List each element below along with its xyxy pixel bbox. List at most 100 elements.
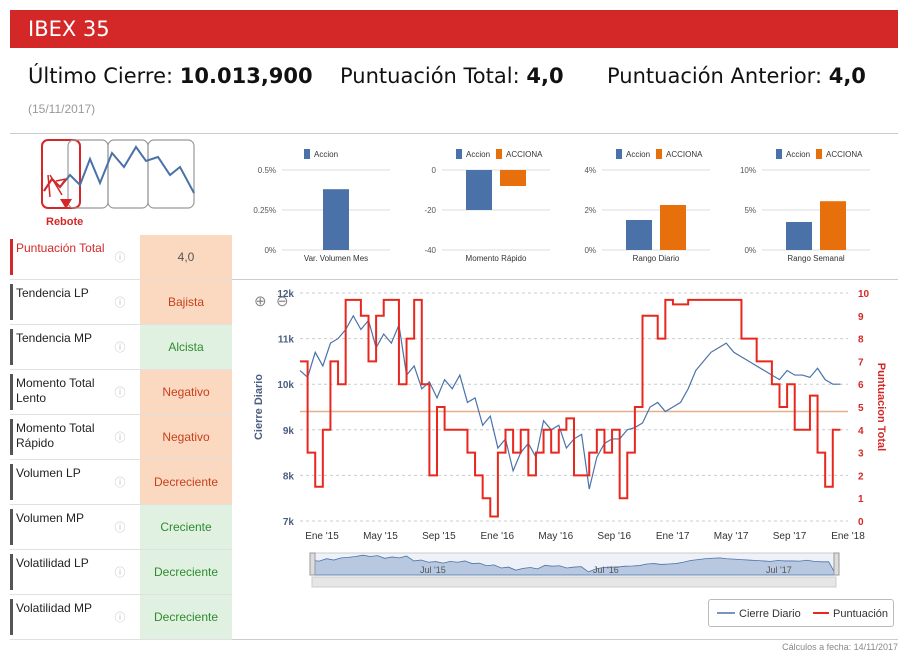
prev-score: Puntuación Anterior: 4,0 [607,64,866,88]
x-tick-label: Sep '16 [597,531,631,542]
last-close-label: Último Cierre: [28,64,174,88]
y-right-tick-label: 10 [858,289,870,300]
indicator-row: Volatilidad LP ⓘ Decreciente [10,550,232,595]
legend-entry: Accion [786,150,810,159]
indicator-marker [10,554,13,590]
indicator-value: Creciente [140,505,232,549]
y-tick-label: 0% [744,246,756,255]
total-score-label: Puntuación Total: [340,64,520,88]
info-icon[interactable]: ⓘ [114,387,126,399]
indicator-marker [10,284,13,320]
info-icon[interactable]: ⓘ [114,612,126,624]
legend-entry: Accion [314,150,338,159]
close-date: (15/11/2017) [28,102,96,116]
info-icon[interactable]: ⓘ [114,297,126,309]
legend-svg: Cierre Diario Puntuación [717,608,888,620]
chart-legend: Cierre Diario Puntuación [708,599,894,627]
navigator-series [311,554,837,576]
x-tick-label: May '17 [714,531,749,542]
x-tick-label: Ene '16 [481,531,515,542]
indicator-label: Momento Total Lento [16,376,95,405]
y-left-tick-label: 10k [277,380,294,391]
zoom-out-icon[interactable]: ⊖ [276,293,289,310]
bar [323,189,349,250]
bar [820,201,846,250]
series-line-puntuacion [300,298,841,518]
bar [500,170,526,186]
y-right-tick-label: 1 [858,494,864,505]
y-right-axis-title: Puntuacion Total [875,363,887,451]
y-right-tick-label: 9 [858,312,864,323]
indicator-marker [10,419,13,455]
info-icon[interactable]: ⓘ [114,477,126,489]
x-tick-label: Ene '15 [305,531,339,542]
indicator-value: Decreciente [140,550,232,594]
indicator-value: Negativo [140,370,232,414]
y-left-tick-label: 8k [283,471,295,482]
y-tick-label: 0.25% [253,206,276,215]
x-tick-label: Sep '17 [773,531,807,542]
indicator-marker [10,509,13,545]
category-label: Var. Volumen Mes [304,254,368,263]
indicator-row: Tendencia LP ⓘ Bajista [10,280,232,325]
navigator-tick-label: Jul '15 [420,565,446,575]
zoom-in-icon[interactable]: ⊕ [254,293,267,310]
legend-label-cierre[interactable]: Cierre Diario [739,608,801,620]
indicator-row: Tendencia MP ⓘ Alcista [10,325,232,370]
indicator-row: Volatilidad MP ⓘ Decreciente [10,595,232,640]
category-label: Rango Semanal [787,254,845,263]
indicator-label: Momento Total Rápido [16,421,95,450]
y-left-tick-label: 11k [278,335,295,346]
y-tick-label: 0% [584,246,596,255]
divider [232,279,898,280]
prev-score-label: Puntuación Anterior: [607,64,823,88]
legend-swatch [816,149,822,159]
info-icon[interactable]: ⓘ [114,567,126,579]
bar [660,205,686,250]
y-right-tick-label: 5 [858,403,864,414]
indicator-label: Volatilidad MP [16,601,93,615]
indicator-label: Volumen LP [16,466,81,480]
indicator-label: Puntuación Total [16,241,105,255]
indicator-marker [10,374,13,410]
info-icon[interactable]: ⓘ [114,522,126,534]
x-tick-label: Ene '18 [831,531,865,542]
indicator-value: Negativo [140,415,232,459]
info-icon[interactable]: ⓘ [114,432,126,444]
indicator-row: Puntuación Total ⓘ 4,0 [10,235,232,280]
y-tick-label: -40 [424,246,436,255]
divider [10,639,898,640]
indicator-row: Momento Total Lento ⓘ Negativo [10,370,232,415]
indicator-label: Tendencia MP [16,331,93,345]
legend-swatch [656,149,662,159]
bar-chart-2: Accion ACCIONA 0 -20 -40 Momento Rápido [424,149,550,263]
info-icon[interactable]: ⓘ [114,252,126,264]
navigator-handle-right [833,552,840,576]
info-icon[interactable]: ⓘ [114,342,126,354]
calc-date-note: Cálculos a fecha: 14/11/2017 [782,642,898,652]
legend-entry: Accion [466,150,490,159]
total-score-value: 4,0 [526,64,564,88]
y-right-tick-label: 4 [858,426,864,437]
divider [10,133,898,134]
y-right-tick-label: 7 [858,357,864,368]
indicator-row: Volumen LP ⓘ Decreciente [10,460,232,505]
indicator-row: Volumen MP ⓘ Creciente [10,505,232,550]
last-close: Último Cierre: 10.013,900 [28,64,313,88]
y-tick-label: 0.5% [258,166,276,175]
pattern-logo-icon [41,139,195,209]
legend-label-puntuacion[interactable]: Puntuación [833,608,888,620]
logo-label: Rebote [46,216,84,228]
y-tick-label: 4% [584,166,596,175]
page-title: IBEX 35 [28,17,110,41]
indicator-marker [10,329,13,365]
y-left-tick-label: 9k [283,426,295,437]
legend-entry: ACCIONA [826,150,863,159]
y-tick-label: 5% [744,206,756,215]
y-tick-label: 2% [584,206,596,215]
indicator-value: Alcista [140,325,232,369]
bar-chart-1: Accion 0.5% 0.25% 0% Var. Volumen Mes [253,149,390,263]
indicator-marker [10,464,13,500]
legend-swatch [496,149,502,159]
